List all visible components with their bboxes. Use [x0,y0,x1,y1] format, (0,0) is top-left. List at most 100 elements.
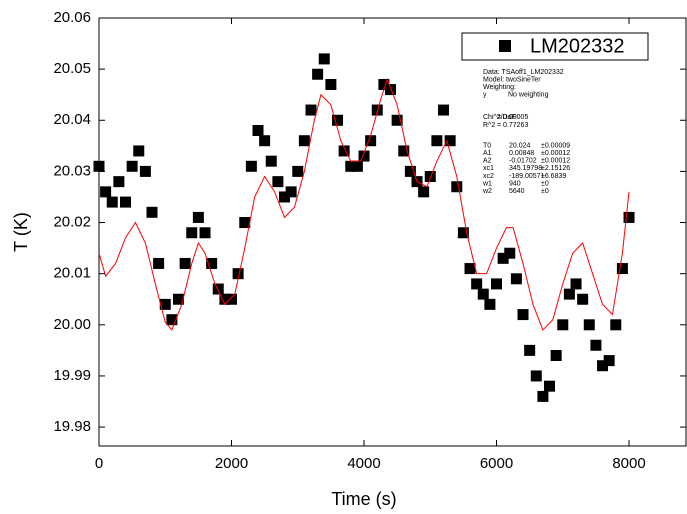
data-point [332,114,344,126]
data-point [524,344,536,356]
data-point [139,165,151,177]
data-point [504,247,516,259]
y-tick-label: 20.00 [53,316,91,333]
data-point [292,165,304,177]
fit-info-text: -189.00571 [509,173,545,180]
data-point [385,84,397,96]
data-point [477,288,489,300]
data-point [391,114,403,126]
data-point [252,124,264,136]
legend-marker [499,40,511,52]
data-point [192,211,204,223]
y-tick-label: 19.99 [53,367,91,384]
data-point [133,145,145,157]
legend-label: LM202332 [530,35,625,57]
y-tick-label: 20.05 [53,60,91,77]
fit-info-text: R^2 [483,122,495,129]
y-tick-label: 20.02 [53,214,91,231]
plot-area [93,53,635,402]
data-point [623,211,635,223]
fit-info-text: 5640 [509,188,525,195]
data-point [298,135,310,147]
x-tick-label: 8000 [612,455,645,472]
fit-info-text: A2 [483,158,492,165]
data-point [179,257,191,269]
fit-info-text: Model: twoSineTer [483,76,541,83]
data-point [610,319,622,331]
data-point [259,135,271,147]
fit-info-text: w1 [482,180,492,187]
data-point [583,319,595,331]
data-point [113,176,125,188]
data-point [484,298,496,310]
data-point [166,314,178,326]
data-point [616,263,628,275]
data-point [378,78,390,90]
data-point [199,227,211,239]
y-tick-label: 20.03 [53,162,91,179]
data-point [530,370,542,382]
data-point [93,160,105,172]
fit-info-text: xc1 [483,165,494,172]
data-point [431,135,443,147]
fit-info-text: Chi^2/DoF [483,114,516,121]
y-axis-label: T (K) [11,212,31,252]
x-tick-label: 4000 [347,455,380,472]
y-tick-label: 20.04 [53,111,91,128]
fit-info-text: = 0.77263 [497,122,528,129]
fit-info-text: ±6.6839 [541,173,566,180]
y-tick-label: 20.01 [53,265,91,282]
fit-info-text: Weighting: [483,84,516,91]
data-point [444,135,456,147]
data-point [351,160,363,172]
fit-info-text: ±0.00012 [541,150,570,157]
data-point [438,104,450,116]
data-point [457,227,469,239]
data-point [232,268,244,280]
fit-info-text: No weighting [508,92,549,99]
data-point [100,186,112,198]
fit-info-text: 20.024 [509,142,531,149]
fit-info-text: ±0 [541,180,549,187]
data-point [597,360,609,372]
plot-frame [98,17,687,447]
fit-line [98,77,630,331]
fit-info-text: ±0.00009 [541,142,570,149]
y-tick-label: 19.98 [53,418,91,435]
fit-info-text: T0 [483,142,491,149]
data-point [173,293,185,305]
data-point [153,257,165,269]
fit-info-text: = 0.00005 [497,114,528,121]
data-point [219,293,231,305]
data-point [206,257,218,269]
data-point [312,68,324,80]
data-point [590,339,602,351]
data-point [146,206,158,218]
data-point [464,263,476,275]
x-tick-label: 0 [95,455,103,472]
fit-info-text: 0.00848 [509,150,534,157]
x-tick-label: 6000 [480,455,513,472]
data-point [126,160,138,172]
fit-info-text: A1 [483,150,492,157]
legend-box [461,32,649,61]
data-point [106,196,118,208]
data-point [517,309,529,321]
data-point [424,171,436,183]
data-point [318,53,330,65]
data-point [279,191,291,203]
data-point [272,176,284,188]
data-point [451,181,463,193]
fit-info-text: -0.01702 [509,158,537,165]
fit-info-text: ±0 [541,188,549,195]
data-point [603,355,615,367]
data-point [358,150,370,162]
data-point [537,390,549,402]
fit-info-text: xc2 [483,173,494,180]
fit-info-text: 940 [509,180,521,187]
data-point [245,160,257,172]
data-point [510,273,522,285]
data-point [471,278,483,290]
data-point [563,288,575,300]
